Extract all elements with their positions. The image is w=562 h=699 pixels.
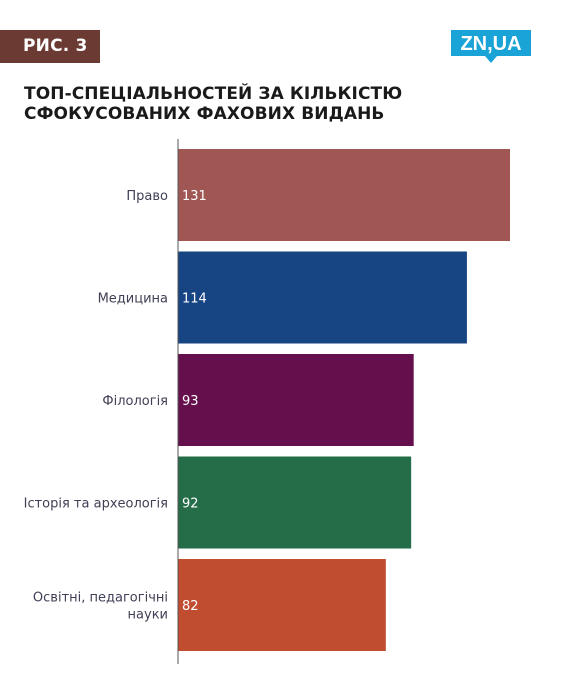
category-label-1: Медицина — [98, 292, 168, 307]
category-label-0: Право — [126, 189, 168, 204]
category-label-2: Філологія — [102, 394, 168, 409]
value-label-2: 93 — [182, 394, 199, 409]
bar-4 — [178, 559, 386, 651]
value-label-1: 114 — [182, 292, 207, 307]
bars-layer: 131 Право 114 Медицина 93 Філологія 92 Історія … — [24, 149, 510, 651]
figure-badge: РИС. 3 — [0, 30, 100, 63]
chart-title-line-1: ТОП-СПЕЦІАЛЬНОСТЕЙ ЗА КІЛЬКІСТЮ — [24, 84, 403, 104]
logo-speech-bubble — [451, 30, 531, 63]
bar-2 — [178, 354, 414, 446]
bar-3 — [178, 456, 412, 549]
chart-title: ТОП-СПЕЦІАЛЬНОСТЕЙ ЗА КІЛЬКІСТЮ СФОКУСОВ… — [24, 84, 544, 124]
chart-title-line-2: СФОКУСОВАНИХ ФАХОВИХ ВИДАНЬ — [24, 104, 385, 124]
value-label-0: 131 — [182, 189, 207, 204]
value-label-3: 92 — [182, 497, 199, 512]
zn-ua-logo: ZN,UA — [451, 30, 531, 63]
bar-1 — [178, 251, 467, 344]
bar-0 — [178, 149, 510, 241]
category-label-3: Історія та археологія — [24, 497, 168, 512]
value-label-4: 82 — [182, 599, 199, 614]
category-label-4: Освітні, педагогічні науки — [33, 591, 168, 623]
logo-text: ZN,UA — [460, 33, 521, 55]
